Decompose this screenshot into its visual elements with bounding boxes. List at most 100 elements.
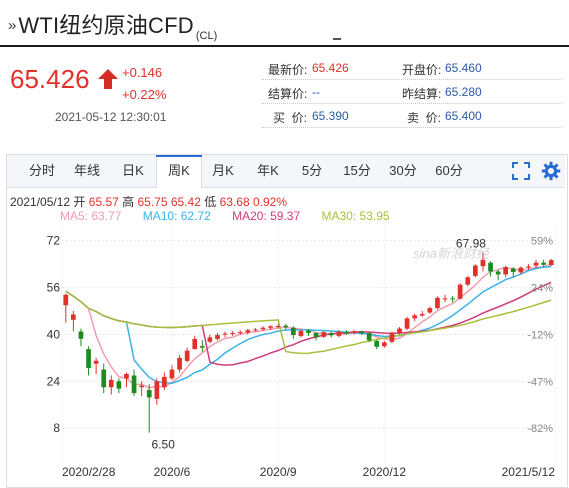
buy-price-label: 买 价: — [273, 111, 308, 125]
tab-weekly-k[interactable]: 周K — [156, 155, 202, 188]
candle-body — [283, 325, 289, 328]
candle — [275, 324, 281, 329]
candle-body — [131, 375, 137, 394]
y-tick-label: 24 — [47, 374, 61, 388]
expand-icon[interactable] — [512, 162, 530, 180]
tab-yearly-k[interactable]: 年K — [257, 163, 279, 178]
candle-body — [108, 379, 114, 388]
candle — [291, 326, 296, 339]
y-tick-label: 40 — [47, 327, 61, 341]
candle — [184, 347, 190, 363]
candle-body — [124, 374, 129, 379]
candle-body — [518, 267, 524, 273]
candle — [63, 293, 69, 323]
settle-price-label: 结算价: — [268, 87, 308, 101]
candle — [108, 375, 114, 395]
tab-5min[interactable]: 5分 — [301, 163, 323, 178]
candle-body — [237, 332, 243, 334]
candle-body — [162, 376, 167, 388]
candle-body — [146, 390, 152, 398]
candle — [427, 306, 433, 314]
candle-body — [253, 329, 258, 331]
ma30-line — [65, 290, 552, 355]
y-tick-label: 56 — [47, 281, 61, 295]
candle-body — [116, 381, 122, 389]
candle — [313, 332, 319, 341]
candle-body — [298, 330, 304, 336]
candle — [541, 259, 546, 268]
candle-body — [503, 267, 508, 275]
candle-body — [382, 342, 387, 347]
candle — [260, 326, 266, 331]
candle — [116, 378, 122, 394]
tab-monthly-k[interactable]: 月K — [212, 163, 234, 178]
current-price: 65.426 — [10, 64, 90, 94]
candle-body — [154, 381, 160, 399]
ohlc-pct: 0.92% — [252, 195, 288, 209]
tab-daily-k[interactable]: 日K — [122, 163, 144, 178]
candle-body — [200, 346, 205, 348]
tab-15min[interactable]: 15分 — [343, 163, 371, 178]
candle — [169, 365, 175, 380]
ohlc-date: 2021/05/12 — [10, 195, 71, 209]
candle-body — [222, 333, 228, 335]
candle-body — [177, 357, 182, 370]
sina-watermark: sina新浪财经 — [413, 246, 491, 261]
gear-icon[interactable] — [541, 161, 561, 181]
candle — [177, 354, 182, 373]
y-pct-tick-label: 24% — [531, 283, 553, 295]
candle — [93, 357, 99, 375]
title-chevron: » — [8, 17, 17, 34]
candle-body — [86, 349, 91, 369]
candle — [412, 313, 417, 322]
x-tick-label: 2020/9 — [260, 465, 297, 479]
ohlc-high: 65.75 — [137, 195, 168, 209]
candle-body — [488, 262, 493, 272]
candle — [465, 275, 471, 287]
candle — [321, 330, 326, 338]
candle-body — [435, 297, 440, 309]
y-tick-label: 8 — [53, 421, 60, 435]
candle-body — [260, 327, 266, 330]
candle — [510, 267, 516, 278]
candle-body — [473, 265, 478, 276]
candle — [298, 329, 304, 338]
candle-body — [533, 262, 539, 266]
candle-body — [184, 350, 190, 361]
buy-price-value: 65.390 — [312, 109, 349, 123]
candle-body — [510, 268, 516, 272]
candle-body — [268, 326, 273, 328]
candle-body — [78, 331, 84, 339]
candle-body — [93, 360, 99, 364]
candle-body — [291, 327, 296, 335]
candle — [78, 328, 84, 347]
price-change-percent: +0.22% — [122, 87, 167, 102]
candle-body — [306, 330, 311, 333]
ohlc-high-label: 高 — [122, 195, 135, 209]
tab-30min[interactable]: 30分 — [389, 163, 417, 178]
ma5-line — [65, 263, 552, 389]
tab-year-line[interactable]: 年线 — [73, 163, 100, 178]
candle — [480, 252, 486, 272]
settle-price-value: -- — [312, 85, 320, 99]
candle-body — [321, 332, 326, 337]
candle-body — [336, 331, 342, 336]
candle-body — [541, 262, 546, 265]
x-tick-label: 2020/2/28 — [62, 465, 116, 479]
candle — [548, 258, 554, 266]
tab-60min[interactable]: 60分 — [435, 163, 463, 178]
candle-body — [359, 331, 364, 334]
tab-intraday[interactable]: 分时 — [28, 163, 55, 178]
candle-body — [215, 335, 220, 339]
candle — [207, 334, 213, 344]
candle — [389, 331, 395, 344]
ma5-legend: MA5: 63.77 — [60, 209, 122, 223]
candle — [495, 270, 501, 281]
candle — [457, 283, 463, 300]
candle — [192, 335, 198, 350]
candle — [526, 264, 531, 271]
candle — [268, 325, 273, 331]
ohlc-open: 65.57 — [88, 195, 119, 209]
candle — [344, 330, 349, 335]
